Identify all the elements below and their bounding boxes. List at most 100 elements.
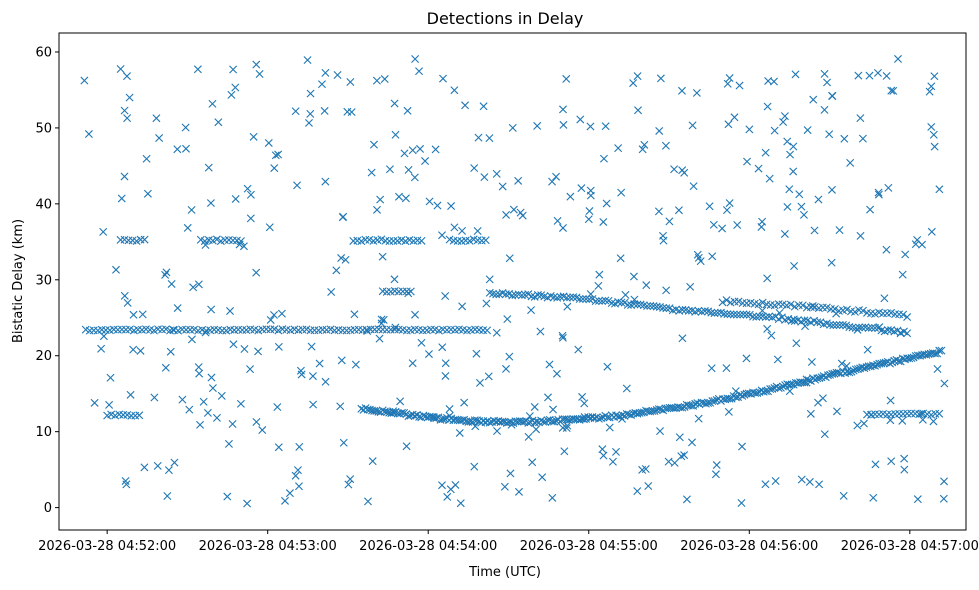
detection-point [803,126,812,135]
detection-point [351,360,360,369]
detection-point [846,158,855,167]
detection-point [789,167,798,176]
detection-point [482,299,491,308]
detection-point [736,310,745,319]
detection-point [680,451,689,460]
detection-point [236,399,245,408]
detection-point [415,412,424,421]
detection-point [309,400,318,409]
detection-point [207,373,216,382]
detection-point [765,174,774,183]
detection-point [859,306,867,315]
detection-point [886,416,895,425]
detection-point [378,406,387,415]
detection-point [806,409,815,418]
detection-point [161,363,170,372]
detection-point [129,345,138,354]
detection-point [502,210,511,219]
detection-point [439,74,447,83]
detection-point [820,430,829,439]
detection-point [731,393,740,402]
detection-point [694,253,703,262]
detection-point [774,384,783,393]
detection-point [853,365,862,374]
detection-point [792,339,801,348]
detection-point [659,303,668,312]
detection-point [799,210,808,219]
detection-point [785,185,794,194]
detection-point [940,379,949,388]
detection-point [391,323,400,332]
detection-point [433,201,442,210]
detection-point [483,326,492,335]
detection-point [563,421,572,430]
detection-point [860,364,869,373]
detection-point [874,188,883,197]
y-tick-label: 40 [35,197,52,212]
detection-point [270,164,279,173]
detection-point [306,89,315,98]
detection-point [662,304,671,313]
detection-point [853,325,862,334]
detection-point [832,309,841,318]
detection-point [425,197,434,206]
detection-point [560,447,569,456]
detection-point [614,297,623,306]
detection-point [688,438,696,447]
detection-point [117,194,126,203]
detection-point [770,126,779,135]
detection-point [802,378,811,387]
detection-point [212,413,221,422]
detection-point [120,172,129,181]
detection-point [97,344,106,353]
detection-point [585,207,594,216]
detection-point [505,254,514,263]
detection-point [845,323,854,331]
detection-point [527,292,536,301]
detection-point [398,408,406,417]
y-axis: 0 10 20 30 40 50 60 [35,45,59,516]
detection-point [641,465,650,473]
detection-point [815,480,824,489]
detection-point [743,157,752,166]
detection-point [317,80,326,89]
x-tick-label: 2026-03-28 04:53:00 [199,539,337,554]
detection-point [599,451,608,460]
detection-point [441,359,450,368]
detection-point [642,281,651,290]
detection-point [700,307,709,316]
detection-point [481,236,490,245]
detection-point [864,323,873,332]
detection-point [597,414,606,423]
detection-point [456,499,465,508]
detection-point [763,274,772,283]
y-tick-label: 10 [35,425,52,440]
x-axis-title: Time (UTC) [468,565,541,580]
detection-point [889,86,898,95]
detection-point [629,272,638,281]
detection-point [333,71,342,79]
detection-point [738,442,746,451]
detection-point [584,215,593,224]
detection-point [187,205,196,214]
detection-point [586,122,595,131]
detection-point [907,354,916,362]
detection-point [933,365,942,373]
detection-point [375,334,384,343]
detection-point [873,68,882,77]
detection-point [618,414,627,423]
detection-point [837,359,846,368]
detection-point [670,165,679,174]
detection-point [285,489,294,498]
detection-point [533,121,542,130]
detection-point [940,477,949,486]
detection-point [937,346,946,355]
detection-point [820,69,829,78]
detection-point [429,413,438,422]
detection-point [813,318,822,327]
detection-point [204,163,213,172]
detection-point [530,402,539,411]
detection-point [80,76,89,85]
detection-point [612,447,620,456]
detection-point [834,368,843,377]
